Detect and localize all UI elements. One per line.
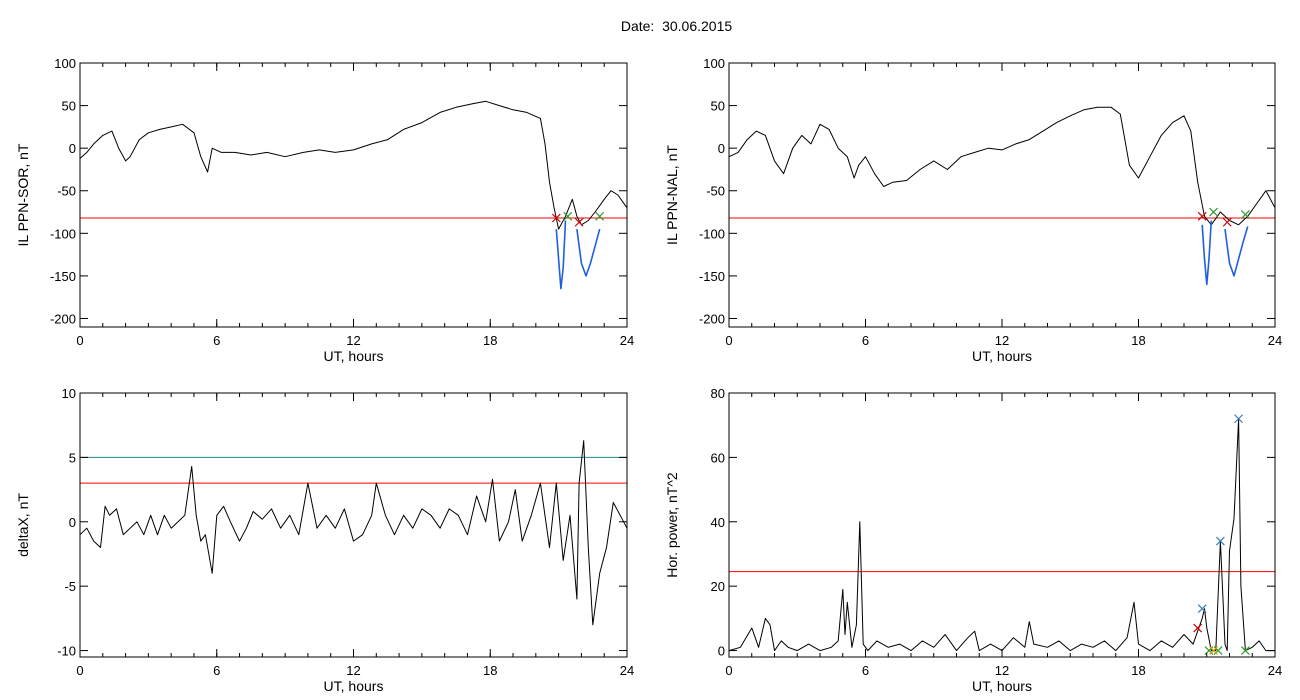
y-tick-label: -200 <box>699 311 725 326</box>
plot-frame <box>728 392 1276 658</box>
y-tick-label: 100 <box>703 56 725 71</box>
cross-marker <box>1209 646 1218 655</box>
x-tick-label: 6 <box>862 333 869 348</box>
x-tick-label: 0 <box>76 333 83 348</box>
x-axis: 0 6 12 18 24 <box>76 63 634 348</box>
y-tick-label: -150 <box>699 269 725 284</box>
y-axis: 0 20 40 60 80 <box>711 386 1275 659</box>
y-tick-label: 5 <box>69 450 76 465</box>
panel-nal: 0 6 12 18 24 -200 -150 -100 -50 0 50 100 UT, hours IL… <box>664 56 1282 364</box>
x-tick-label: 0 <box>725 663 732 678</box>
x-tick-label: 24 <box>1268 333 1282 348</box>
cross-marker <box>1197 604 1207 614</box>
x-tick-label: 24 <box>1268 663 1282 678</box>
x-tick-label: 18 <box>1131 333 1145 348</box>
y-tick-label: 80 <box>711 386 725 401</box>
panel-sor: 0 6 12 18 24 -200 -150 -100 -50 0 50 100 UT, hours IL… <box>15 56 634 364</box>
figure-title: Date: 30.06.2015 <box>0 18 1300 34</box>
x-tick-label: 0 <box>76 663 83 678</box>
y-tick-label: -100 <box>699 226 725 241</box>
y-tick-label: 40 <box>711 515 725 530</box>
x-tick-label: 6 <box>213 333 220 348</box>
panel-power: 0 6 12 18 24 0 20 40 60 80 UT, hours Hor. power, nT… <box>664 386 1282 694</box>
y-tick-label: 0 <box>69 515 76 530</box>
y-tick-label: 0 <box>69 141 76 156</box>
x-axis-label: UT, hours <box>972 348 1032 364</box>
x-tick-label: 12 <box>995 663 1009 678</box>
date-value: 30.06.2015 <box>662 18 733 34</box>
cross-marker <box>1209 207 1218 217</box>
y-tick-label: 10 <box>62 386 76 401</box>
series-line <box>555 220 567 290</box>
y-axis: -200 -150 -100 -50 0 50 100 <box>699 56 1275 326</box>
cross-marker <box>1215 536 1225 546</box>
date-label: Date: <box>620 18 655 34</box>
y-axis-label: IL PPN-NAL, nT <box>664 145 680 245</box>
cross-marker <box>563 211 573 221</box>
x-tick-label: 18 <box>483 333 497 348</box>
x-tick-label: 18 <box>483 663 497 678</box>
y-tick-label: 20 <box>711 579 725 594</box>
x-tick-label: 12 <box>346 663 360 678</box>
x-tick-label: 24 <box>620 333 634 348</box>
x-axis-label: UT, hours <box>324 348 384 364</box>
x-tick-label: 12 <box>346 333 360 348</box>
series-line <box>1224 226 1249 277</box>
x-axis: 0 6 12 18 24 <box>725 393 1282 678</box>
y-tick-label: -100 <box>50 226 76 241</box>
panel-deltax: 0 6 12 18 24 -10 -5 0 5 10 UT, hours deltaX, nT <box>15 386 634 694</box>
y-tick-label: -5 <box>64 579 76 594</box>
cross-marker <box>1193 623 1203 633</box>
y-axis-label: IL PPN-SOR, nT <box>15 143 31 246</box>
y-tick-label: -150 <box>50 269 76 284</box>
plot-frame <box>79 392 628 658</box>
cross-marker <box>1197 211 1207 221</box>
plot-frame <box>728 62 1276 328</box>
cross-marker <box>551 213 561 223</box>
y-tick-label: 0 <box>718 141 725 156</box>
x-tick-label: 12 <box>995 333 1009 348</box>
x-axis-label: UT, hours <box>324 678 384 694</box>
cross-marker <box>1222 217 1232 227</box>
y-tick-label: 50 <box>62 99 76 114</box>
y-tick-label: 60 <box>711 450 725 465</box>
x-tick-label: 6 <box>862 663 869 678</box>
series-line <box>728 106 1276 226</box>
y-tick-label: 50 <box>711 99 725 114</box>
cross-marker <box>1234 414 1244 424</box>
y-axis-label: Hor. power, nT^2 <box>664 472 680 578</box>
cross-marker <box>574 217 584 227</box>
cross-marker <box>595 211 605 221</box>
series-line <box>1201 220 1213 286</box>
y-tick-label: 0 <box>718 644 725 659</box>
y-tick-label: -10 <box>57 644 76 659</box>
series-line <box>79 100 628 230</box>
y-axis: -200 -150 -100 -50 0 50 100 <box>50 56 627 326</box>
cross-marker <box>1241 210 1250 220</box>
y-axis: -10 -5 0 5 10 <box>57 386 627 659</box>
y-tick-label: -50 <box>57 184 76 199</box>
x-axis-label: UT, hours <box>972 678 1032 694</box>
y-tick-label: -50 <box>706 184 725 199</box>
cross-marker <box>1241 646 1250 655</box>
x-axis: 0 6 12 18 24 <box>725 63 1282 348</box>
series-line <box>728 418 1275 652</box>
x-tick-label: 24 <box>620 663 634 678</box>
x-tick-label: 0 <box>725 333 732 348</box>
x-axis: 0 6 12 18 24 <box>76 393 634 678</box>
y-tick-label: -200 <box>50 311 76 326</box>
plot-frame <box>79 62 628 328</box>
series-line <box>79 440 628 626</box>
series-line <box>576 228 601 277</box>
x-tick-label: 6 <box>213 663 220 678</box>
x-tick-label: 18 <box>1131 663 1145 678</box>
y-tick-label: 100 <box>54 56 76 71</box>
y-axis-label: deltaX, nT <box>15 493 31 557</box>
